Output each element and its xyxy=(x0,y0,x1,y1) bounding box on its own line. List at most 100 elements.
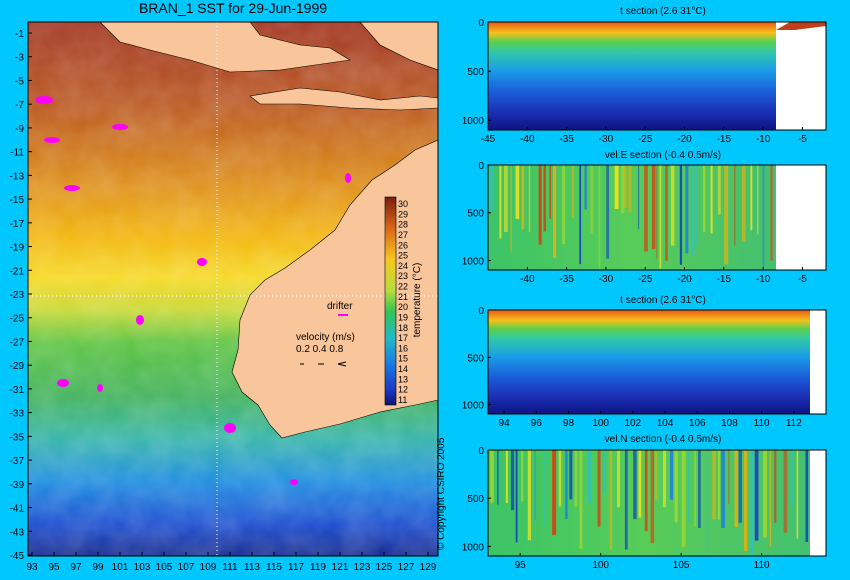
velocity-stripe xyxy=(633,450,637,520)
y-tick-label: 0 xyxy=(478,306,484,317)
lon-tick-label: 113 xyxy=(244,562,260,573)
lat-tick-label: -39 xyxy=(10,480,25,491)
velocity-stripe xyxy=(783,450,788,533)
lon-tick-label: 105 xyxy=(156,562,173,573)
panel4-stripes xyxy=(490,450,809,556)
y-tick-label: 1000 xyxy=(462,542,485,553)
velocity-stripe xyxy=(510,450,515,511)
drifter-track xyxy=(44,137,60,143)
velocity-stripe xyxy=(617,450,620,508)
x-tick-label: -30 xyxy=(599,274,614,285)
panel4-title: vel.N section (-0.4 0.5m/s) xyxy=(605,434,722,445)
colorbar-tick-label: 23 xyxy=(398,271,408,281)
lat-tick-label: -17 xyxy=(10,219,25,230)
x-tick-label: 105 xyxy=(673,560,690,571)
panel3-title: t section (2.6 31°C) xyxy=(620,295,706,306)
colorbar-tick-label: 16 xyxy=(398,343,408,353)
velocity-stripe xyxy=(624,165,627,208)
colorbar-tick-label: 14 xyxy=(398,364,408,374)
velocity-stripe xyxy=(681,450,686,547)
panel3-land xyxy=(810,310,826,414)
drifter-track xyxy=(35,96,53,104)
section-panels: t section (2.6 31°C) -45 -40 -35 -30 -25 -20-… xyxy=(462,6,827,571)
lat-tick-label: -45 xyxy=(10,551,25,562)
colorbar-tick-label: 18 xyxy=(398,323,408,333)
x-tick-label: 100 xyxy=(592,418,609,429)
y-tick-label: 1000 xyxy=(462,256,485,267)
velocity-stripe xyxy=(763,450,767,538)
drifter-track xyxy=(290,479,298,485)
lat-tick-label: -9 xyxy=(15,124,24,135)
panel1-field xyxy=(488,22,776,130)
panel4-y-axis: 0 500 1000 xyxy=(462,446,491,553)
velocity-stripe xyxy=(597,450,601,527)
drifter-track xyxy=(64,185,80,191)
x-tick-label: -35 xyxy=(559,274,574,285)
velocity-stripe xyxy=(712,450,716,520)
lat-axis: -1 -3 -5 -7 -9 -11 -13 -15 -17 -19 -21 -23 -25 -27 -29… xyxy=(10,29,32,562)
colorbar-tick-label: 12 xyxy=(398,385,408,395)
colorbar-tick-label: 11 xyxy=(398,395,407,405)
velocity-stripe xyxy=(698,450,701,528)
velocity-stripe xyxy=(638,165,640,230)
x-tick-label: -10 xyxy=(756,274,771,285)
lon-tick-label: 95 xyxy=(48,562,60,573)
panel1-frame xyxy=(487,21,827,131)
panel3-field xyxy=(488,310,810,414)
lat-tick-label: -43 xyxy=(10,527,25,538)
velocity-stripe xyxy=(510,165,512,253)
x-tick-label: 96 xyxy=(531,418,543,429)
colorbar-tick-label: 19 xyxy=(398,312,408,322)
colorbar-tick-label: 25 xyxy=(398,251,408,261)
colorbar-label: temperature (°C) xyxy=(412,263,423,338)
x-tick-label: 106 xyxy=(689,418,706,429)
velocity-stripe xyxy=(717,450,721,520)
velocity-stripe xyxy=(769,450,772,547)
colorbar-tick-label: 27 xyxy=(398,230,408,240)
velocity-stripe xyxy=(724,165,729,265)
lon-tick-label: 127 xyxy=(398,562,415,573)
velocity-stripe xyxy=(621,165,625,214)
x-tick-label: -20 xyxy=(677,274,692,285)
velocity-stripe xyxy=(734,450,738,527)
panel1-surface-warm xyxy=(776,22,826,30)
velocity-stripe xyxy=(757,165,759,235)
velocity-stripe xyxy=(717,165,721,215)
lon-axis: 93 95 97 99 101 103 105 107 109 111 113 115 117 119 12… xyxy=(26,552,437,573)
velocity-stripe xyxy=(721,450,725,528)
colorbar-tick-label: 21 xyxy=(398,292,408,302)
panel3-frame xyxy=(487,309,827,415)
velocity-stripe xyxy=(665,165,668,261)
x-tick-label: 104 xyxy=(657,418,674,429)
lon-tick-label: 115 xyxy=(266,562,282,573)
lon-tick-label: 121 xyxy=(332,562,349,573)
velocity-stripe xyxy=(694,450,696,528)
lat-tick-label: -5 xyxy=(15,76,24,87)
lon-tick-label: 123 xyxy=(354,562,371,573)
velocity-stripe xyxy=(497,450,499,505)
lon-tick-label: 93 xyxy=(26,562,38,573)
lon-tick-label: 99 xyxy=(92,562,104,573)
y-tick-label: 500 xyxy=(467,209,484,220)
x-tick-label: -15 xyxy=(717,274,732,285)
lat-tick-label: -27 xyxy=(10,337,25,348)
drifters xyxy=(35,96,351,485)
colorbar-tick-label: 30 xyxy=(398,199,408,209)
velocity-stripe xyxy=(738,450,742,523)
x-tick-label: -5 xyxy=(798,134,807,145)
drifter-track xyxy=(97,384,103,392)
velocity-stripe xyxy=(521,450,524,502)
lon-tick-label: 107 xyxy=(178,562,195,573)
lat-tick-label: -23 xyxy=(10,290,25,301)
velocity-stripe xyxy=(750,165,753,231)
drifter-track xyxy=(197,258,207,266)
x-tick-label: -25 xyxy=(638,134,653,145)
velocity-stripe xyxy=(790,450,793,506)
velocity-stripe xyxy=(670,165,675,246)
panel2-stripes xyxy=(490,165,778,269)
map-frame xyxy=(27,21,439,557)
velocity-stripe xyxy=(609,450,613,550)
velocity-stripe xyxy=(490,450,494,503)
colorbar-tick-label: 22 xyxy=(398,282,408,292)
velocity-stripe xyxy=(521,165,525,230)
